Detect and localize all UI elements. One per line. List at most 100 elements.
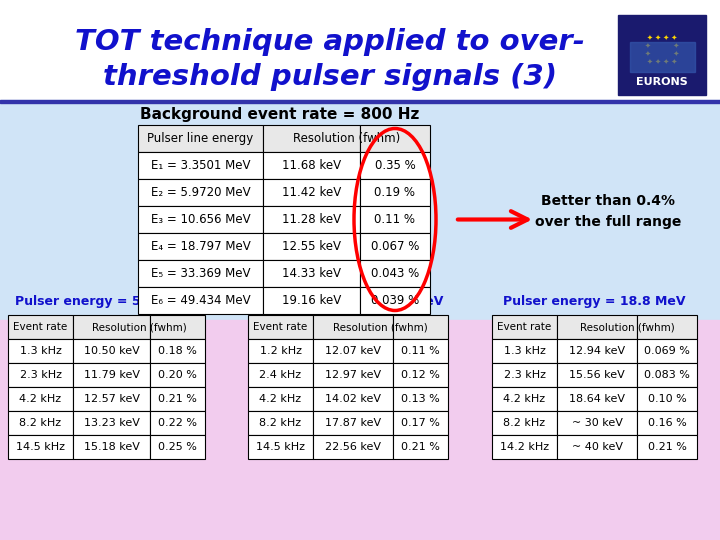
Bar (8, 339, 73, 363)
Bar (248, 411, 313, 435)
Text: Resolution (fwhm): Resolution (fwhm) (293, 132, 400, 145)
Bar (248, 339, 313, 363)
Bar (263, 233, 360, 260)
Text: Pulser energy = 5.97 MeV: Pulser energy = 5.97 MeV (15, 294, 198, 307)
Text: Pulser energy = 18.8 MeV: Pulser energy = 18.8 MeV (503, 294, 685, 307)
Text: 0.16 %: 0.16 % (647, 418, 686, 428)
Bar (313, 339, 393, 363)
Bar (73, 411, 150, 435)
Bar (313, 363, 393, 387)
Text: E₂ = 5.9720 MeV: E₂ = 5.9720 MeV (150, 186, 251, 199)
Text: E₃ = 10.656 MeV: E₃ = 10.656 MeV (150, 213, 251, 226)
Bar (8, 315, 73, 339)
Bar (360, 179, 430, 206)
Bar (138, 206, 263, 233)
Text: 1.3 kHz: 1.3 kHz (503, 346, 546, 356)
Bar (138, 287, 263, 314)
Text: ~ 40 keV: ~ 40 keV (572, 442, 623, 452)
Text: 15.18 keV: 15.18 keV (84, 442, 140, 452)
Text: 0.20 %: 0.20 % (158, 370, 197, 380)
Bar (557, 435, 637, 459)
Text: 0.10 %: 0.10 % (647, 394, 686, 404)
Text: 8.2 kHz: 8.2 kHz (503, 418, 546, 428)
Text: E₁ = 3.3501 MeV: E₁ = 3.3501 MeV (150, 159, 251, 172)
Text: 12.07 keV: 12.07 keV (325, 346, 381, 356)
Text: 0.18 %: 0.18 % (158, 346, 197, 356)
Bar (393, 435, 448, 459)
Text: 18.64 keV: 18.64 keV (569, 394, 625, 404)
Bar (0, 100, 720, 320)
Text: 0.21 %: 0.21 % (647, 442, 686, 452)
Text: E₆ = 49.434 MeV: E₆ = 49.434 MeV (150, 294, 251, 307)
Text: Event rate: Event rate (498, 322, 552, 332)
Bar (492, 435, 557, 459)
Text: 4.2 kHz: 4.2 kHz (503, 394, 546, 404)
Bar (138, 260, 263, 287)
Bar (557, 411, 637, 435)
Text: 4.2 kHz: 4.2 kHz (19, 394, 62, 404)
Text: 14.2 kHz: 14.2 kHz (500, 442, 549, 452)
Bar (150, 435, 205, 459)
Bar (8, 435, 73, 459)
Bar (138, 233, 263, 260)
Bar (8, 387, 73, 411)
Text: 0.22 %: 0.22 % (158, 418, 197, 428)
Text: 17.87 keV: 17.87 keV (325, 418, 381, 428)
Bar (150, 339, 205, 363)
Bar (248, 387, 313, 411)
Text: 11.28 keV: 11.28 keV (282, 213, 341, 226)
Text: Background event rate = 800 Hz: Background event rate = 800 Hz (140, 107, 420, 123)
Text: ✦ ✦ ✦ ✦: ✦ ✦ ✦ ✦ (647, 35, 677, 41)
Text: 14.5 kHz: 14.5 kHz (16, 442, 65, 452)
Text: 12.55 keV: 12.55 keV (282, 240, 341, 253)
Bar (557, 315, 637, 339)
Text: 10.50 keV: 10.50 keV (84, 346, 140, 356)
Bar (557, 339, 637, 363)
Text: threshold pulser signals (3): threshold pulser signals (3) (103, 63, 557, 91)
Text: 0.19 %: 0.19 % (374, 186, 415, 199)
Bar (138, 125, 263, 152)
Bar (637, 387, 697, 411)
Text: 0.25 %: 0.25 % (158, 442, 197, 452)
Text: 0.039 %: 0.039 % (371, 294, 419, 307)
Bar (150, 315, 205, 339)
Bar (313, 435, 393, 459)
Text: 2.3 kHz: 2.3 kHz (19, 370, 61, 380)
Text: Event rate: Event rate (253, 322, 307, 332)
Text: 0.21 %: 0.21 % (401, 442, 440, 452)
Text: EURONS: EURONS (636, 77, 688, 87)
Bar (263, 206, 360, 233)
Bar (138, 179, 263, 206)
Bar (637, 339, 697, 363)
Bar (630, 42, 695, 72)
Bar (150, 363, 205, 387)
Text: 2.3 kHz: 2.3 kHz (503, 370, 546, 380)
Text: ~ 30 keV: ~ 30 keV (572, 418, 622, 428)
Bar (360, 287, 430, 314)
Text: 14.33 keV: 14.33 keV (282, 267, 341, 280)
Bar (263, 260, 360, 287)
Bar (150, 411, 205, 435)
Bar (360, 260, 430, 287)
Bar (557, 363, 637, 387)
Bar (138, 152, 263, 179)
Text: ✦          ✦: ✦ ✦ (645, 51, 679, 57)
Text: 8.2 kHz: 8.2 kHz (19, 418, 62, 428)
Text: 14.5 kHz: 14.5 kHz (256, 442, 305, 452)
Text: ✦ ✦ ✦ ✦: ✦ ✦ ✦ ✦ (647, 59, 677, 65)
Bar (360, 233, 430, 260)
Bar (492, 363, 557, 387)
Text: 0.13 %: 0.13 % (401, 394, 440, 404)
Text: 13.23 keV: 13.23 keV (84, 418, 140, 428)
Text: 19.16 keV: 19.16 keV (282, 294, 341, 307)
Bar (248, 435, 313, 459)
Text: 0.21 %: 0.21 % (158, 394, 197, 404)
Text: Pulser energy = 10.65 MeV: Pulser energy = 10.65 MeV (252, 294, 444, 307)
Bar (263, 179, 360, 206)
Bar (637, 315, 697, 339)
Text: 11.42 keV: 11.42 keV (282, 186, 341, 199)
Bar (637, 363, 697, 387)
Bar (393, 315, 448, 339)
Text: 0.17 %: 0.17 % (401, 418, 440, 428)
Bar (557, 387, 637, 411)
